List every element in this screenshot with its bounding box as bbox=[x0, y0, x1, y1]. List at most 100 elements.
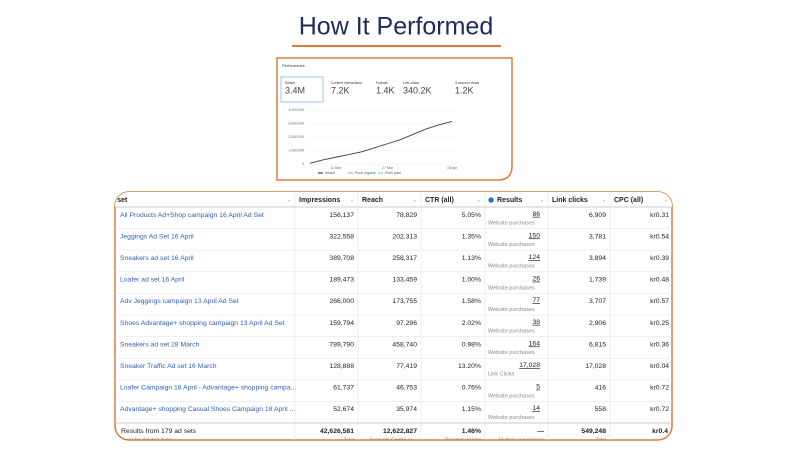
y-tick-label: 3,000,000 bbox=[288, 121, 304, 125]
y-tick-label: 1,000,000 bbox=[288, 148, 304, 152]
cell: 173,755 bbox=[392, 298, 417, 305]
cell: 416 bbox=[595, 385, 607, 392]
ad-set-name: Loafer Campaign 18 April - Advantage+ sh… bbox=[120, 385, 296, 392]
results-type: Website purchases bbox=[488, 328, 535, 334]
sort-icon: ⌄ bbox=[477, 197, 481, 203]
cell: kr0.54 bbox=[650, 233, 669, 240]
column-header: CTR (all) bbox=[425, 197, 454, 204]
cell: kr0.25 bbox=[650, 320, 669, 327]
cell: 46,753 bbox=[396, 385, 417, 392]
cell: 133,459 bbox=[392, 277, 417, 284]
footer-value: kr0.4 bbox=[652, 428, 668, 435]
footer-sub: Multiple conversions bbox=[499, 437, 545, 443]
cell: 1.15% bbox=[462, 406, 481, 413]
table-header bbox=[115, 192, 672, 207]
cell: 5.05% bbox=[462, 212, 481, 219]
cell: 6,909 bbox=[589, 212, 606, 219]
metric-label: Reach bbox=[285, 81, 295, 85]
column-header: Impressions bbox=[299, 197, 340, 204]
x-tick-label: 11 Mar bbox=[330, 166, 341, 170]
cell: kr0.36 bbox=[650, 341, 669, 348]
footer-sub: Per Impressions bbox=[445, 437, 482, 443]
cell: 159,794 bbox=[329, 320, 354, 327]
results-value: 164 bbox=[529, 340, 541, 347]
footer-sub: Total bbox=[595, 437, 606, 443]
column-header: Ad set bbox=[106, 197, 128, 204]
metric-label: Link clicks bbox=[403, 81, 419, 85]
card-heading: Performance bbox=[282, 63, 306, 68]
y-tick-label: 4,000,000 bbox=[288, 108, 304, 112]
results-type: Website purchases bbox=[488, 264, 535, 270]
results-type: Website purchases bbox=[488, 415, 535, 421]
performance-card bbox=[276, 57, 513, 181]
cell: kr0.31 bbox=[650, 212, 669, 219]
table: Ad set ⌄ Impressions ⌄ Reach ⌄ CTR (all) ⌄ Resul… bbox=[106, 192, 672, 443]
cell: 6,815 bbox=[589, 341, 606, 348]
ad-set-name: Adv Jeggings campaign 13 April Ad Set bbox=[120, 298, 239, 305]
footer-value: 1.46% bbox=[462, 428, 481, 435]
cell: kr0.04 bbox=[650, 363, 669, 370]
cell: 3,894 bbox=[589, 255, 606, 262]
results-type: Website purchases bbox=[488, 242, 535, 248]
legend-label: From organic bbox=[355, 171, 376, 175]
footer-value: 12,622,827 bbox=[383, 428, 417, 435]
results-value: 150 bbox=[529, 232, 541, 239]
metric-value: 7.2K bbox=[331, 85, 350, 95]
cell: 0.76% bbox=[462, 385, 481, 392]
cell: 558 bbox=[595, 406, 607, 413]
results-value: 5 bbox=[536, 384, 540, 391]
footer-sub: Excludes deleted items bbox=[121, 437, 173, 443]
cell: 322,558 bbox=[329, 233, 354, 240]
cell: 789,790 bbox=[329, 341, 354, 348]
cell: 458,740 bbox=[392, 341, 417, 348]
sort-icon: ⌄ bbox=[287, 197, 291, 203]
sort-icon: ⌄ bbox=[664, 197, 668, 203]
y-tick-label: 2,000,000 bbox=[288, 135, 304, 139]
cell: 2.02% bbox=[462, 320, 481, 327]
results-value: 124 bbox=[529, 254, 541, 261]
metric-label: Follows bbox=[376, 81, 388, 85]
results-type: Website purchases bbox=[488, 307, 535, 313]
results-value: 77 bbox=[532, 297, 540, 304]
ad-set-name: Sneakers ad set 16 April bbox=[120, 255, 194, 262]
y-tick-label: 0 bbox=[302, 162, 304, 166]
x-tick-label: 15 Apr bbox=[447, 166, 458, 170]
legend-label: Reach bbox=[325, 171, 335, 175]
cell: 97,296 bbox=[396, 320, 417, 327]
info-icon bbox=[488, 197, 494, 203]
cell: 1.13% bbox=[462, 255, 481, 262]
metric-label: Content interactions bbox=[331, 81, 362, 85]
column-header: CPC (all) bbox=[614, 197, 643, 204]
cell: 202,313 bbox=[392, 233, 417, 240]
cell: 266,000 bbox=[329, 298, 354, 305]
page-title: How It Performed bbox=[299, 13, 494, 41]
cell: 77,419 bbox=[396, 363, 417, 370]
metric-value: 340.2K bbox=[403, 85, 432, 95]
legend-label: From paid bbox=[385, 171, 401, 175]
footer-sub: Accounts Centre ac... bbox=[369, 437, 417, 443]
results-value: 14 bbox=[532, 405, 540, 412]
ad-set-name: All Products Ad+Shop campaign 16 April A… bbox=[120, 212, 264, 219]
footer-value: 549,248 bbox=[581, 428, 606, 435]
cell: 1.35% bbox=[462, 233, 481, 240]
x-tick-label: 27 Mar bbox=[382, 166, 394, 170]
column-header: Results bbox=[497, 197, 522, 204]
cell: 3,781 bbox=[589, 233, 606, 240]
cell: kr0.72 bbox=[650, 385, 669, 392]
results-type: Website purchases bbox=[488, 285, 535, 291]
cell: kr0.72 bbox=[650, 406, 669, 413]
sort-icon: ⌄ bbox=[350, 197, 354, 203]
ad-set-name: Shoes Advantage+ shopping campaign 13 Ap… bbox=[120, 320, 285, 327]
table-card bbox=[114, 191, 673, 441]
results-value: 38 bbox=[532, 319, 540, 326]
ad-set-name: Sneaker Traffic Ad set 16 March bbox=[120, 363, 217, 370]
footer-value: 42,626,581 bbox=[320, 428, 354, 435]
results-type: Website purchases bbox=[488, 350, 535, 356]
results-type: Website purchases bbox=[488, 220, 535, 226]
cell: 1.00% bbox=[462, 277, 481, 284]
column-header: Link clicks bbox=[552, 197, 588, 204]
cell: 0.98% bbox=[462, 341, 481, 348]
cell: 128,888 bbox=[329, 363, 354, 370]
results-value: 86 bbox=[532, 211, 540, 218]
cell: 1,739 bbox=[589, 277, 606, 284]
